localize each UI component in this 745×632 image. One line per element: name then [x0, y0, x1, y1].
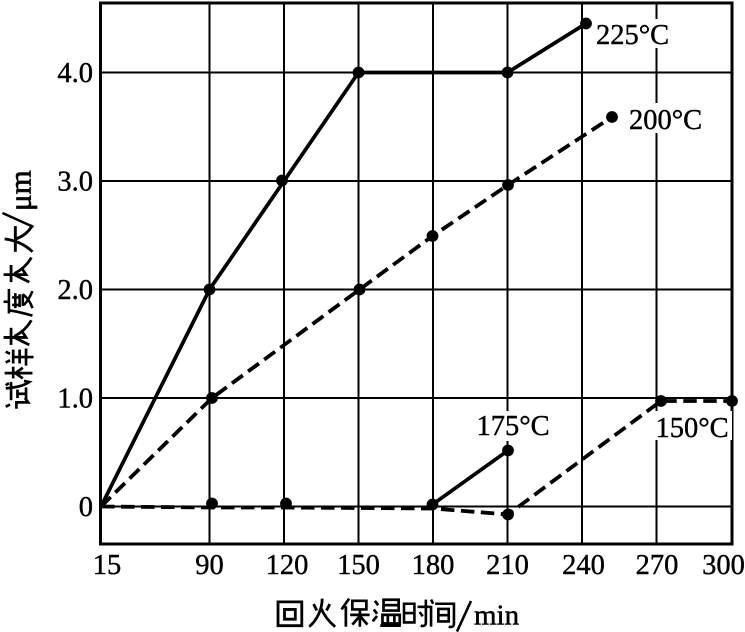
svg-text:2.0: 2.0: [57, 275, 93, 306]
svg-text:225°C: 225°C: [596, 20, 669, 51]
svg-text:300: 300: [702, 550, 745, 581]
svg-text:15: 15: [93, 550, 122, 581]
svg-text:90: 90: [195, 550, 224, 581]
svg-text:240: 240: [562, 550, 605, 581]
svg-text:3.0: 3.0: [57, 167, 93, 198]
svg-text:200°C: 200°C: [629, 105, 702, 136]
svg-text:120: 120: [266, 550, 309, 581]
svg-text:210: 210: [486, 550, 529, 581]
svg-text:150°C: 150°C: [656, 413, 729, 444]
svg-text:150: 150: [337, 550, 380, 581]
svg-text:175°C: 175°C: [477, 411, 550, 442]
svg-text:270: 270: [636, 550, 679, 581]
svg-text:4.0: 4.0: [57, 58, 93, 89]
svg-text:0: 0: [79, 492, 93, 523]
svg-text:1.0: 1.0: [57, 384, 93, 415]
svg-text:μm: μm: [3, 170, 38, 211]
svg-text:180: 180: [412, 550, 455, 581]
svg-text:min: min: [474, 600, 520, 632]
